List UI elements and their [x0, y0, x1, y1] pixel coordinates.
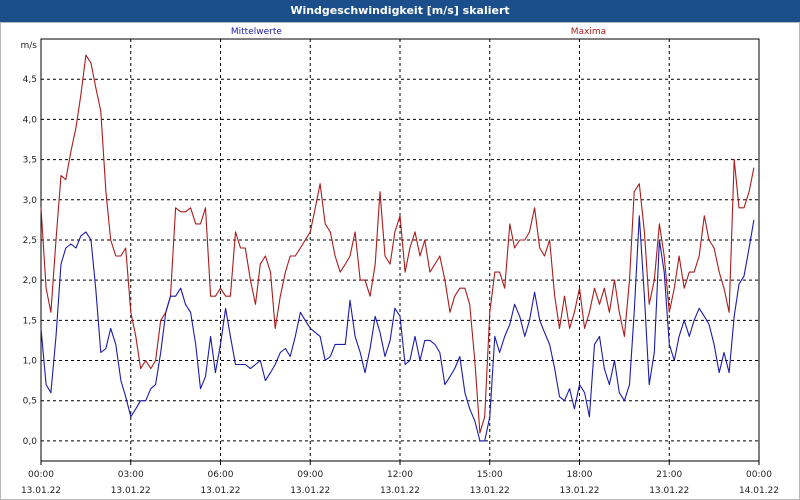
x-tick-time: 21:00	[656, 470, 682, 480]
x-tick-date: 13.01.22	[21, 486, 61, 496]
x-tick-time: 00:00	[28, 470, 54, 480]
series-line-mittelwerte	[40, 215, 755, 442]
x-tick-date: 13.01.22	[290, 486, 330, 496]
y-axis-label: m/s	[21, 41, 38, 51]
y-tick-label: 1,5	[23, 316, 37, 326]
x-tick-time: 00:00	[746, 470, 772, 480]
y-tick-label: 3,5	[23, 156, 37, 166]
x-tick-date: 13.01.22	[111, 486, 151, 496]
x-tick-time: 15:00	[477, 470, 503, 480]
x-tick-time: 12:00	[387, 470, 413, 480]
series-line-maxima	[40, 54, 755, 434]
y-tick-label: 3,0	[23, 196, 38, 206]
x-tick-date: 13.01.22	[200, 486, 240, 496]
chart-frame: 0,0 0,5 1,0 1,5 2,0 2,5 3,0 3,5 4,0 4,5 m/s 00:00 13…	[0, 22, 800, 500]
x-tick-time: 18:00	[567, 470, 593, 480]
x-tick-date: 13.01.22	[470, 486, 510, 496]
x-tick-time: 09:00	[297, 470, 323, 480]
x-tick-date: 14.01.22	[739, 486, 779, 496]
chart-title: Windgeschwindigkeit [m/s] skaliert	[0, 0, 800, 22]
x-tick-date: 13.01.22	[649, 486, 689, 496]
y-tick-label: 4,0	[23, 115, 38, 125]
y-tick-label: 4,5	[23, 75, 37, 85]
legend-mittelwerte: Mittelwerte	[231, 27, 282, 37]
y-tick-label: 2,0	[23, 276, 38, 286]
y-tick-label: 1,0	[23, 357, 38, 367]
x-tick-time: 03:00	[118, 470, 144, 480]
x-tick-date: 13.01.22	[380, 486, 420, 496]
y-tick-label: 2,5	[23, 236, 37, 246]
y-tick-label: 0,0	[23, 437, 38, 447]
wind-speed-chart: 0,0 0,5 1,0 1,5 2,0 2,5 3,0 3,5 4,0 4,5 m/s 00:00 13…	[21, 27, 780, 496]
x-tick-time: 06:00	[208, 470, 234, 480]
y-tick-label: 0,5	[23, 397, 37, 407]
legend-maxima: Maxima	[571, 27, 606, 37]
x-tick-date: 13.01.22	[559, 486, 599, 496]
